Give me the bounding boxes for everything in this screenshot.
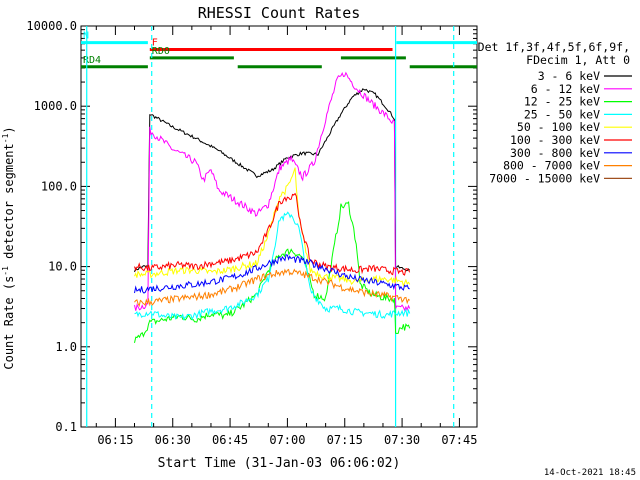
legend-label: 12 - 25 keV — [524, 95, 600, 109]
y-tick-label: 10.0 — [48, 260, 77, 274]
y-axis-title-start: Count Rate (s — [2, 276, 16, 370]
series-line-1 — [134, 88, 411, 273]
legend-header-line1: Det 1f,3f,4f,5f,6f,9f, — [478, 40, 630, 54]
x-axis-title: Start Time (31-Jan-03 06:06:02) — [158, 456, 401, 471]
chart-title: RHESSI Count Rates — [198, 4, 361, 22]
legend-label: 25 - 50 keV — [524, 107, 600, 121]
y-axis-title-end: ) — [2, 126, 16, 133]
x-axis: 06:15 06:30 06:45 07:00 07:15 07:30 07:45 — [95, 26, 477, 447]
y-tick-label: 1000.0 — [34, 99, 77, 113]
legend-label: 300 - 800 keV — [510, 146, 600, 160]
x-tick-label: 07:45 — [441, 433, 477, 447]
x-tick-label: 07:15 — [327, 433, 363, 447]
y-tick-label: 0.1 — [55, 420, 77, 434]
series-line-6 — [134, 192, 411, 276]
legend-label: 800 - 7000 keV — [503, 159, 600, 173]
legend-label: 6 - 12 keV — [531, 82, 600, 96]
series-line-2 — [134, 71, 411, 312]
series-line-7 — [134, 254, 410, 294]
y-tick-label: 1.0 — [55, 340, 77, 354]
y-axis-title-mid: detector segment — [2, 143, 16, 266]
x-tick-label: 07:00 — [269, 433, 305, 447]
legend-header-line2: FDecim 1, Att 0 — [526, 53, 630, 67]
legend-label: 50 - 100 keV — [517, 120, 600, 134]
y-axis-title-exp2: -1 — [1, 133, 10, 143]
state-bar-label: RD0 — [152, 46, 170, 57]
plot-border — [80, 25, 478, 428]
state-bar-label: N — [83, 31, 89, 42]
legend-label: 3 - 6 keV — [538, 69, 600, 83]
legend-label: 100 - 300 keV — [510, 133, 600, 147]
y-tick-label: 10000.0 — [26, 19, 77, 33]
series-line-8 — [134, 268, 411, 308]
x-tick-label: 07:30 — [384, 433, 420, 447]
count-rate-series — [134, 71, 411, 344]
timestamp: 14-Oct-2021 18:45 — [544, 468, 636, 478]
y-axis: 0.1 1.0 10.0 100.0 1000.0 10000.0 — [26, 19, 477, 434]
state-bar-label: F — [152, 37, 158, 48]
y-axis-title-exp1: -1 — [1, 266, 10, 276]
interval-markers — [86, 26, 455, 427]
plot-frame — [80, 25, 478, 428]
state-bar-label: RD4 — [83, 55, 101, 66]
y-axis-title: Count Rate (s-1 detector segment-1) — [1, 126, 16, 369]
legend-label: 7000 - 15000 keV — [489, 171, 600, 185]
x-tick-label: 06:30 — [155, 433, 191, 447]
x-tick-label: 06:15 — [97, 433, 133, 447]
legend: Det 1f,3f,4f,5f,6f,9f, FDecim 1, Att 0 3… — [478, 40, 632, 185]
y-tick-label: 100.0 — [41, 179, 77, 193]
x-tick-label: 06:45 — [212, 433, 248, 447]
series-line-4 — [134, 211, 411, 321]
